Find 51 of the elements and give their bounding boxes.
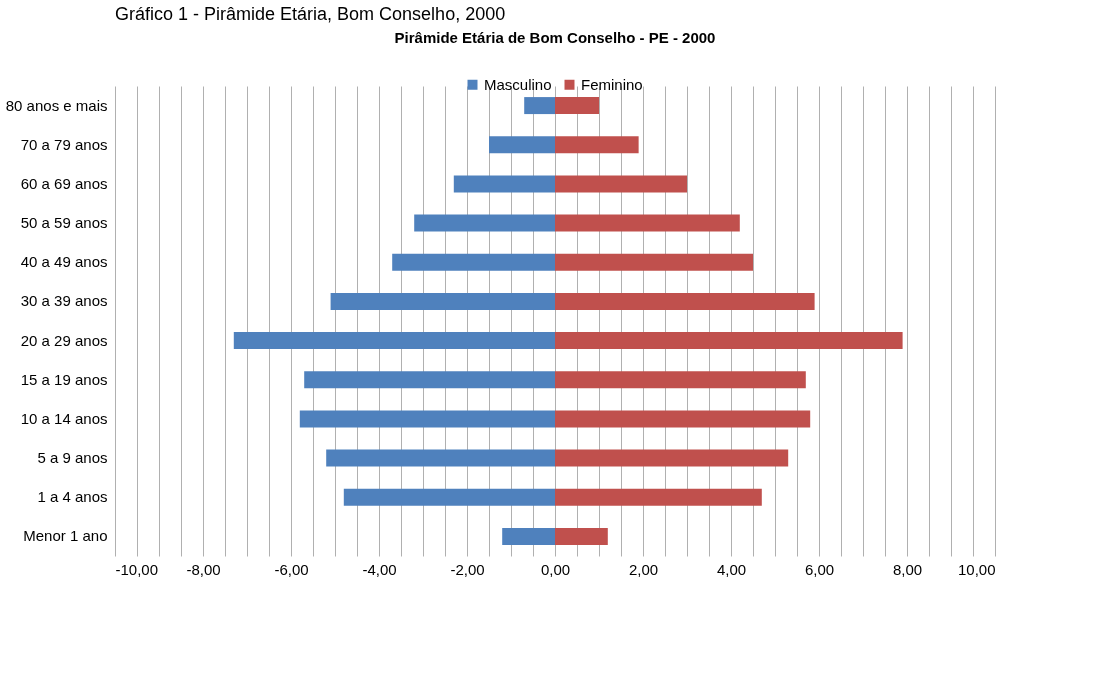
bar (330, 292, 555, 310)
bar (555, 253, 753, 271)
x-tick-label: 10,00 (957, 560, 996, 578)
x-tick-label: 6,00 (804, 560, 835, 578)
legend-label: Masculino (484, 75, 552, 93)
bar (555, 292, 815, 310)
bar (555, 449, 789, 467)
y-tick-label: 50 a 59 anos (20, 214, 108, 232)
y-tick-label: 40 a 49 anos (20, 253, 108, 271)
bar (555, 488, 762, 506)
x-tick-label: -8,00 (186, 560, 221, 578)
bar (392, 253, 555, 271)
bar (453, 175, 555, 193)
y-tick-label: 70 a 79 anos (20, 135, 108, 153)
x-tick-label: -6,00 (274, 560, 309, 578)
x-tick-label: 2,00 (628, 560, 659, 578)
y-tick-label: 5 a 9 anos (37, 449, 108, 467)
bar (524, 97, 555, 115)
x-tick-label: 8,00 (892, 560, 923, 578)
legend-label: Feminino (581, 75, 643, 93)
y-tick-label: 20 a 29 anos (20, 331, 108, 349)
bar (555, 371, 806, 389)
y-tick-label: 60 a 69 anos (20, 174, 108, 192)
x-tick-label: 4,00 (716, 560, 747, 578)
bar (414, 214, 555, 232)
bar (555, 136, 639, 154)
y-tick-label: 15 a 19 anos (20, 370, 108, 388)
y-tick-label: 80 anos e mais (5, 96, 108, 114)
bar (555, 175, 687, 193)
y-tick-label: 30 a 39 anos (20, 292, 108, 310)
bar (555, 410, 811, 428)
bar (555, 332, 903, 350)
y-tick-label: 1 a 4 anos (37, 488, 108, 506)
bar (343, 488, 555, 506)
text: Gráfico 1 - Pirâmide Etária, Bom Conselho, 2000 (115, 4, 506, 24)
bar (489, 136, 555, 154)
y-tick-label: Menor 1 ano (23, 527, 108, 545)
bar (502, 527, 555, 545)
bar (555, 527, 608, 545)
bar (233, 332, 555, 350)
x-tick-label: -10,00 (115, 560, 159, 578)
bar (299, 410, 555, 428)
chart-title: Pirâmide Etária de Bom Conselho - PE - 2000 (394, 29, 716, 46)
x-tick-label: -4,00 (362, 560, 397, 578)
y-tick-label: 10 a 14 anos (20, 409, 108, 427)
bar (555, 214, 740, 232)
bar (326, 449, 555, 467)
bar (555, 97, 599, 115)
bar (304, 371, 555, 389)
x-tick-label: -2,00 (450, 560, 485, 578)
x-tick-label: 0,00 (540, 560, 571, 578)
